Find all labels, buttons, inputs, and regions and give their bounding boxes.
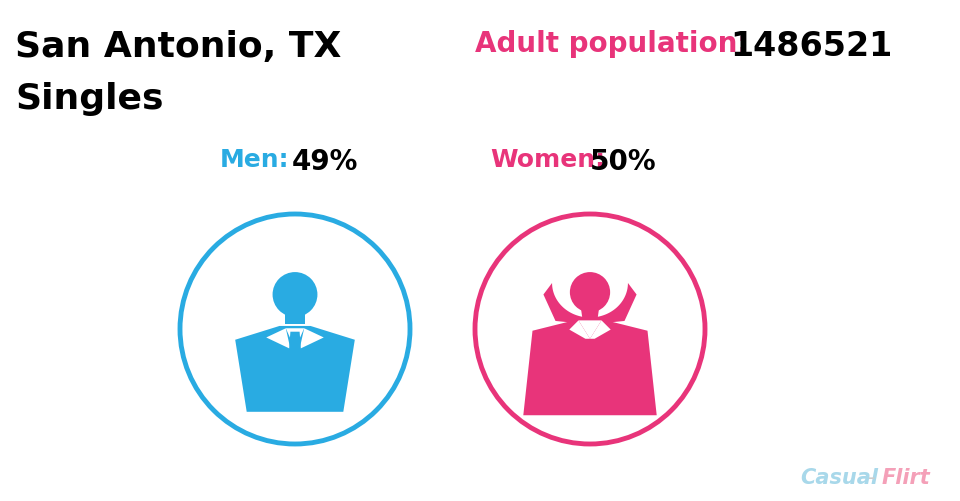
Circle shape — [273, 273, 318, 317]
Polygon shape — [266, 329, 290, 349]
Circle shape — [570, 273, 611, 313]
Text: Casual: Casual — [800, 467, 878, 487]
Polygon shape — [543, 284, 636, 324]
Text: Women:: Women: — [490, 148, 605, 172]
Text: Adult population:: Adult population: — [475, 30, 749, 58]
Text: -: - — [868, 467, 876, 487]
Text: San Antonio, TX: San Antonio, TX — [15, 30, 342, 64]
Polygon shape — [300, 329, 324, 349]
Polygon shape — [285, 311, 305, 324]
Text: Singles: Singles — [15, 82, 163, 116]
Polygon shape — [569, 321, 590, 339]
Polygon shape — [289, 332, 301, 383]
Polygon shape — [235, 326, 355, 412]
Text: Men:: Men: — [220, 148, 290, 172]
Text: Flirt: Flirt — [882, 467, 931, 487]
Polygon shape — [523, 320, 657, 415]
Text: 49%: 49% — [292, 148, 358, 176]
Polygon shape — [579, 321, 602, 339]
Polygon shape — [581, 308, 599, 321]
Text: 1486521: 1486521 — [730, 30, 892, 63]
Polygon shape — [590, 321, 611, 339]
Polygon shape — [286, 329, 304, 349]
Text: 50%: 50% — [590, 148, 657, 176]
